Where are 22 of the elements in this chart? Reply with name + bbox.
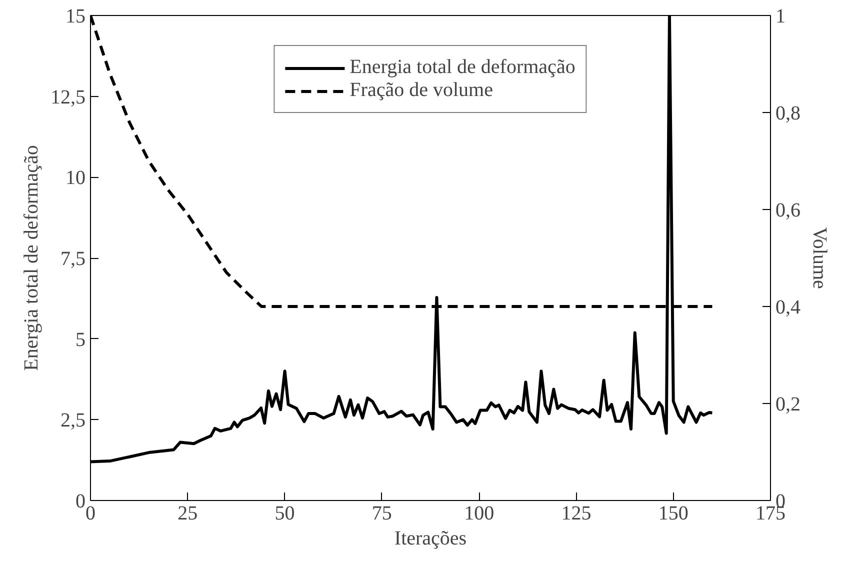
y-tick-label: 10 (66, 167, 86, 190)
x-tick-label: 125 (561, 502, 592, 524)
y2-axis-title: Volume (808, 227, 830, 290)
y-tick-label: 5 (76, 328, 86, 351)
y2-tick-label: 0,8 (776, 102, 800, 124)
y-tick-label: 12,5 (50, 86, 86, 108)
x-axis-title: Iterações (394, 528, 467, 550)
x-tick-label: 50 (274, 502, 295, 524)
legend-label: Energia total de deformação (350, 56, 576, 79)
y2-tick-label: 0,6 (776, 200, 800, 222)
y-axis-title: Energia total de deformação (20, 145, 42, 371)
y2-tick-label: 0,2 (776, 394, 800, 416)
y-tick-label: 2,5 (60, 410, 86, 432)
y-tick-label: 7,5 (60, 248, 86, 270)
x-tick-label: 150 (658, 502, 688, 524)
y2-tick-label: 0,4 (776, 296, 800, 318)
legend-label: Fração de volume (350, 79, 493, 102)
x-tick-label: 100 (464, 502, 494, 524)
y2-tick-label: 1 (776, 6, 786, 28)
y-tick-label: 15 (66, 6, 86, 28)
x-tick-label: 75 (372, 502, 392, 524)
x-tick-label: 25 (178, 502, 198, 524)
